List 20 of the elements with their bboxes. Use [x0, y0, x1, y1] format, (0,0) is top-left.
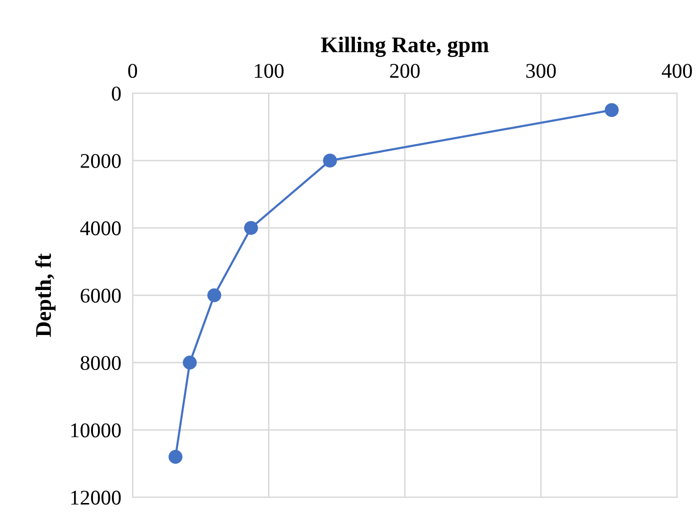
point: [244, 220, 258, 235]
y-tick-label: 6000: [80, 288, 121, 303]
x-tick-label: 400: [662, 64, 692, 78]
point: [604, 103, 619, 118]
y-tick-label: 4000: [80, 221, 121, 236]
point: [182, 356, 197, 370]
y-tick-label: 0: [112, 86, 121, 101]
y-tick-label: 8000: [80, 356, 121, 370]
x-tick-label: 0: [128, 64, 138, 78]
point: [168, 450, 182, 464]
point: [323, 154, 337, 168]
y-tick-label: 10000: [71, 423, 121, 438]
x-tick-label: 100: [254, 64, 284, 78]
x-tick-label: 200: [390, 64, 420, 78]
y-tick-label: 12000: [71, 490, 121, 505]
y-tick-label: 2000: [80, 154, 121, 168]
point: [207, 288, 222, 302]
x-axis-title: Killing Rate, gpm: [320, 36, 489, 58]
x-tick-label: 300: [526, 64, 556, 78]
y-axis-title: Depth, ft: [35, 253, 56, 337]
